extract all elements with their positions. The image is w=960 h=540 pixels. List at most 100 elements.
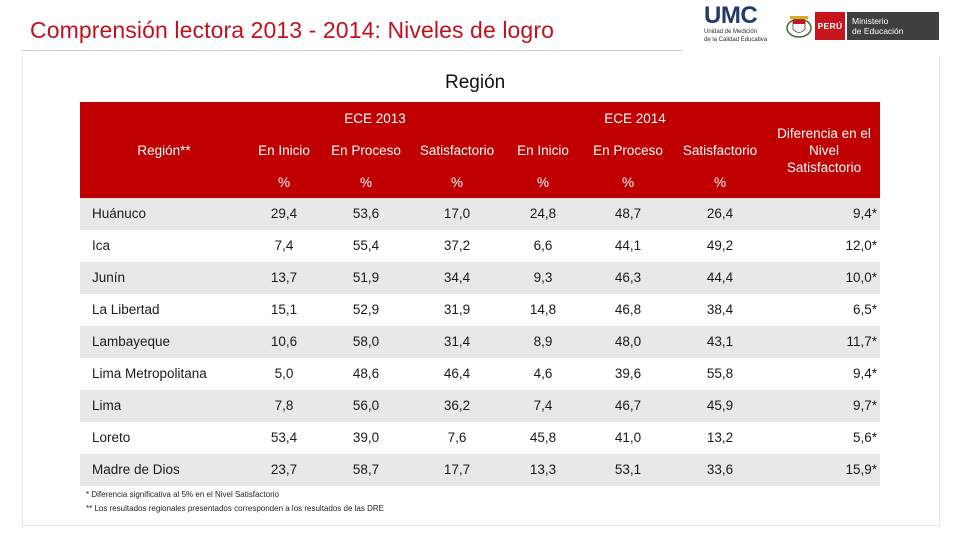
value-cell: 15,1 — [270, 302, 298, 317]
value-cell: 48,6 — [352, 366, 380, 381]
value-cell: 44,1 — [614, 238, 642, 253]
region-name-cell: La Libertad — [92, 302, 160, 317]
region-name-cell: Lima — [92, 398, 122, 413]
umc-logo-subtitle-1: Unidad de Medición — [704, 29, 758, 35]
value-cell: 53,4 — [270, 430, 298, 445]
table-row: Lima 7,8 56,0 36,2 7,4 46,7 45,9 9,7* — [80, 390, 880, 422]
region-name-cell: Huánuco — [92, 206, 147, 221]
table-row: Ica 7,4 55,4 37,2 6,6 44,1 49,2 12,0* — [80, 230, 880, 262]
difference-cell: 9,7* — [852, 398, 877, 413]
value-cell: 9,3 — [533, 270, 553, 285]
value-cell: 46,4 — [443, 366, 471, 381]
umc-logo-text: UMC — [704, 2, 758, 29]
value-cell: 13,7 — [270, 270, 298, 285]
value-cell: 46,3 — [614, 270, 642, 285]
difference-cell: 6,5* — [852, 302, 877, 317]
umc-logo: UMC Unidad de Medición de la Calidad Edu… — [704, 2, 767, 50]
difference-cell: 5,6* — [852, 430, 877, 445]
value-cell: 48,0 — [614, 334, 642, 349]
table-row: Lima Metropolitana 5,0 48,6 46,4 4,6 39,6 55,8… — [80, 358, 880, 390]
value-cell: 34,4 — [443, 270, 471, 285]
value-cell: 7,8 — [274, 398, 294, 413]
header-divider — [22, 50, 682, 51]
difference-cell: 15,9* — [845, 462, 877, 477]
value-cell: 58,7 — [352, 462, 380, 477]
footnote-significance: * Diferencia significativa al 5% en el N… — [86, 490, 279, 499]
value-cell: 26,4 — [706, 206, 734, 221]
value-cell: 10,6 — [270, 334, 298, 349]
ece-2013-header: ECE 2013 — [248, 102, 502, 134]
difference-cell: 9,4* — [852, 366, 877, 381]
value-cell: 37,2 — [443, 238, 471, 253]
region-column-header: Región** — [80, 102, 248, 198]
value-cell: 31,4 — [443, 334, 471, 349]
ministry-label-line-1: Ministerio — [852, 16, 889, 26]
value-cell: 45,8 — [529, 430, 557, 445]
region-name-cell: Lima Metropolitana — [92, 366, 207, 381]
region-name-cell: Ica — [92, 238, 111, 253]
level-header-2013-satisfactorio: Satisfactorio — [412, 134, 502, 166]
table-row: Huánuco 29,4 53,6 17,0 24,8 48,7 26,4 9,4* — [80, 198, 880, 230]
difference-column-header: Diferencia en el Nivel Satisfactorio — [768, 102, 880, 198]
level-header-2014-proceso: En Proceso — [584, 134, 672, 166]
table-row: Lambayeque 10,6 58,0 31,4 8,9 48,0 43,1 11,7* — [80, 326, 880, 358]
value-cell: 43,1 — [706, 334, 734, 349]
value-cell: 17,0 — [443, 206, 471, 221]
table-row: La Libertad 15,1 52,9 31,9 14,8 46,8 38,4 6,5* — [80, 294, 880, 326]
level-header-2013-proceso: En Proceso — [320, 134, 412, 166]
value-cell: 44,4 — [706, 270, 734, 285]
table-row: Loreto 53,4 39,0 7,6 45,8 41,0 13,2 5,6* — [80, 422, 880, 454]
difference-cell: 9,4* — [852, 206, 877, 221]
value-cell: 31,9 — [443, 302, 471, 317]
content-panel — [22, 56, 940, 526]
ece-2014-header: ECE 2014 — [502, 102, 768, 134]
value-cell: 7,4 — [274, 238, 294, 253]
region-title: Región — [445, 72, 506, 93]
value-cell: 4,6 — [533, 366, 553, 381]
value-cell: 36,2 — [443, 398, 471, 413]
region-name-cell: Madre de Dios — [92, 462, 180, 477]
value-cell: 13,3 — [529, 462, 557, 477]
table-row: Madre de Dios 23,7 58,7 17,7 13,3 53,1 33,6 15,… — [80, 454, 880, 486]
value-cell: 46,8 — [614, 302, 642, 317]
region-name-cell: Junín — [92, 270, 126, 285]
value-cell: 5,0 — [274, 366, 294, 381]
difference-cell: 12,0* — [845, 238, 877, 253]
value-cell: 33,6 — [706, 462, 734, 477]
value-cell: 46,7 — [614, 398, 642, 413]
peru-label: PERÚ — [815, 12, 845, 40]
unit-header-2014-satisfactorio: % — [672, 166, 768, 198]
ministry-label-line-2: de Educación — [852, 26, 904, 36]
value-cell: 8,9 — [533, 334, 553, 349]
unit-header-2014-inicio: % — [502, 166, 584, 198]
value-cell: 39,0 — [352, 430, 380, 445]
slide-title: Comprensión lectora 2013 - 2014: Niveles… — [30, 17, 554, 43]
difference-cell: 10,0* — [845, 270, 877, 285]
value-cell: 55,4 — [352, 238, 380, 253]
value-cell: 49,2 — [706, 238, 734, 253]
value-cell: 38,4 — [706, 302, 734, 317]
value-cell: 17,7 — [443, 462, 471, 477]
value-cell: 52,9 — [352, 302, 380, 317]
value-cell: 41,0 — [614, 430, 642, 445]
region-name-cell: Loreto — [92, 430, 131, 445]
value-cell: 45,9 — [706, 398, 734, 413]
value-cell: 29,4 — [270, 206, 298, 221]
value-cell: 55,8 — [706, 366, 734, 381]
value-cell: 39,6 — [614, 366, 642, 381]
difference-cell: 11,7* — [846, 334, 877, 349]
value-cell: 6,6 — [533, 238, 553, 253]
value-cell: 53,1 — [614, 462, 642, 477]
value-cell: 48,7 — [614, 206, 642, 221]
value-cell: 23,7 — [270, 462, 298, 477]
unit-header-2013-satisfactorio: % — [412, 166, 502, 198]
value-cell: 56,0 — [352, 398, 380, 413]
region-name-cell: Lambayeque — [92, 334, 171, 349]
value-cell: 7,4 — [533, 398, 553, 413]
peru-coat-of-arms-icon — [786, 16, 812, 38]
value-cell: 24,8 — [529, 206, 557, 221]
unit-header-2013-inicio: % — [248, 166, 320, 198]
value-cell: 7,6 — [447, 430, 467, 445]
level-header-2014-satisfactorio: Satisfactorio — [672, 134, 768, 166]
unit-header-2014-proceso: % — [584, 166, 672, 198]
